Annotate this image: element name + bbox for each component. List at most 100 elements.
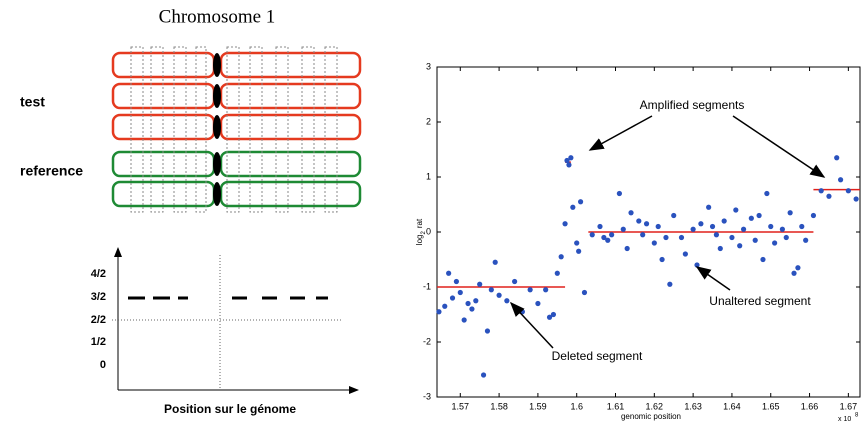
data-point [564, 157, 570, 164]
y-axis-label: log2 rat [415, 218, 426, 245]
data-point [624, 245, 630, 252]
data-point [628, 210, 634, 216]
data-point [663, 234, 669, 241]
data-point [570, 204, 576, 210]
annotation: Amplified segments [640, 98, 745, 112]
data-point [457, 289, 463, 296]
x-tick-label: 1.62 [646, 401, 664, 411]
data-point [826, 193, 832, 199]
data-point [783, 234, 789, 241]
y-axis-label-part: 2 [421, 231, 427, 235]
data-point [709, 223, 716, 230]
reference-label: reference [20, 163, 83, 179]
y-tick-label: 3 [426, 61, 431, 71]
data-point [667, 281, 673, 287]
data-point [659, 256, 665, 263]
y-tick-label: -1 [423, 281, 431, 291]
data-point [597, 223, 603, 230]
data-point [698, 221, 704, 227]
chromosome-diagram: Chromosome 1 test reference [20, 6, 362, 416]
x-tick-label: 1.67 [840, 401, 858, 411]
data-point [791, 270, 797, 276]
x-tick-label: 1.6 [570, 401, 583, 411]
data-point [461, 317, 467, 323]
data-point [764, 190, 770, 197]
x-tick-label: 1.63 [684, 401, 702, 411]
data-point [436, 309, 442, 315]
data-point [488, 287, 494, 293]
data-point [496, 292, 502, 298]
diagram-axis-label: Position sur le génome [164, 402, 296, 416]
data-point [546, 314, 553, 320]
data-point [779, 226, 785, 232]
x-axis-label: genomic position [621, 412, 681, 421]
data-point [845, 188, 851, 194]
annotation-arrow [695, 266, 731, 291]
data-point [449, 295, 456, 301]
data-point [803, 237, 809, 243]
data-point [694, 262, 700, 268]
data-point [504, 298, 510, 304]
data-point [733, 207, 739, 213]
data-point [721, 218, 727, 224]
data-point [682, 251, 688, 257]
data-point [527, 287, 533, 293]
x-tick-label: 1.57 [452, 401, 470, 411]
data-point [620, 226, 626, 232]
data-point [655, 223, 661, 230]
data-point [678, 234, 685, 241]
y-axis-label-part: rat [415, 218, 424, 228]
data-point [837, 177, 844, 183]
reference-chromosomes [111, 150, 362, 208]
annotation-arrow [509, 301, 554, 349]
test-chromosomes [111, 51, 362, 141]
y-tick-label: -3 [423, 391, 431, 401]
x-tick-label: 1.65 [762, 401, 780, 411]
y-axis-label-part: log [415, 235, 424, 246]
y-tick-label: 0 [426, 226, 431, 236]
data-point [787, 210, 793, 216]
data-point [480, 372, 487, 378]
annotation: Deleted segment [552, 349, 643, 363]
data-point [566, 162, 572, 168]
data-point [492, 259, 498, 265]
data-point [640, 232, 646, 238]
diagram-title: Chromosome 1 [159, 6, 276, 27]
level-labels: 4/2 3/2 2/2 1/2 0 [91, 268, 106, 371]
data-point [752, 237, 758, 243]
level-label: 4/2 [91, 268, 106, 280]
data-point [772, 240, 778, 246]
data-point [581, 289, 588, 296]
x-tick-label: 1.61 [607, 401, 625, 411]
data-point [740, 226, 747, 232]
data-point [562, 221, 568, 227]
level-label: 2/2 [91, 314, 106, 326]
data-point [737, 243, 743, 249]
data-point [690, 226, 696, 232]
test-label: test [20, 94, 45, 110]
data-point [543, 287, 549, 293]
data-point [605, 237, 611, 243]
data-point [442, 303, 448, 309]
probe-columns [130, 46, 338, 213]
data-point [616, 190, 622, 197]
data-point [818, 188, 824, 194]
data-point [550, 311, 557, 318]
data-point [671, 212, 677, 219]
data-point [768, 223, 774, 230]
level-label: 3/2 [91, 291, 106, 303]
data-point [469, 306, 475, 312]
data-point [554, 270, 560, 276]
data-point [558, 254, 564, 260]
data-point [717, 245, 723, 252]
x-multiplier: x 10 [838, 416, 851, 423]
x-tick-label: 1.66 [801, 401, 819, 411]
data-point [568, 155, 574, 161]
data-point [473, 298, 479, 304]
data-point [706, 204, 712, 210]
data-point [651, 240, 657, 246]
data-point [609, 232, 615, 238]
data-point [453, 278, 460, 285]
x-tick-label: 1.59 [529, 401, 547, 411]
